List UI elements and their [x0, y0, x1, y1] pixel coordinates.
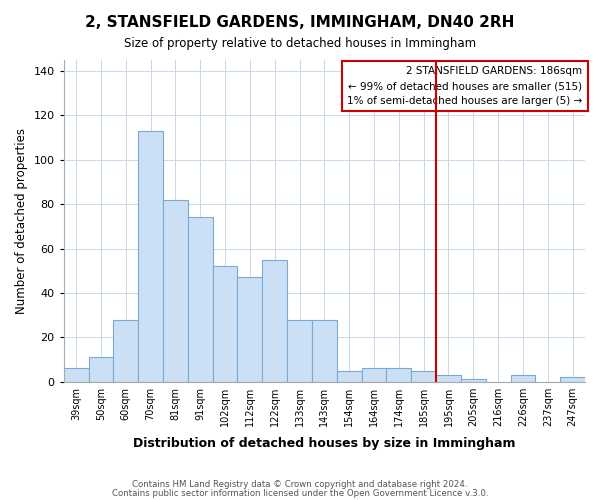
Bar: [113, 320, 138, 382]
Text: Contains HM Land Registry data © Crown copyright and database right 2024.: Contains HM Land Registry data © Crown c…: [132, 480, 468, 489]
Text: 2 STANSFIELD GARDENS: 186sqm
← 99% of detached houses are smaller (515)
1% of se: 2 STANSFIELD GARDENS: 186sqm ← 99% of de…: [347, 66, 583, 106]
Bar: [436, 375, 461, 382]
Bar: [287, 320, 312, 382]
Bar: [411, 370, 436, 382]
Bar: [560, 377, 585, 382]
Bar: [212, 266, 238, 382]
Bar: [337, 370, 362, 382]
Text: Contains public sector information licensed under the Open Government Licence v.: Contains public sector information licen…: [112, 488, 488, 498]
Bar: [511, 375, 535, 382]
Bar: [238, 278, 262, 382]
Text: 2, STANSFIELD GARDENS, IMMINGHAM, DN40 2RH: 2, STANSFIELD GARDENS, IMMINGHAM, DN40 2…: [85, 15, 515, 30]
Bar: [461, 380, 486, 382]
Bar: [89, 358, 113, 382]
Bar: [362, 368, 386, 382]
Bar: [163, 200, 188, 382]
X-axis label: Distribution of detached houses by size in Immingham: Distribution of detached houses by size …: [133, 437, 515, 450]
Text: Size of property relative to detached houses in Immingham: Size of property relative to detached ho…: [124, 38, 476, 51]
Y-axis label: Number of detached properties: Number of detached properties: [15, 128, 28, 314]
Bar: [262, 260, 287, 382]
Bar: [138, 131, 163, 382]
Bar: [64, 368, 89, 382]
Bar: [312, 320, 337, 382]
Bar: [386, 368, 411, 382]
Bar: [188, 218, 212, 382]
